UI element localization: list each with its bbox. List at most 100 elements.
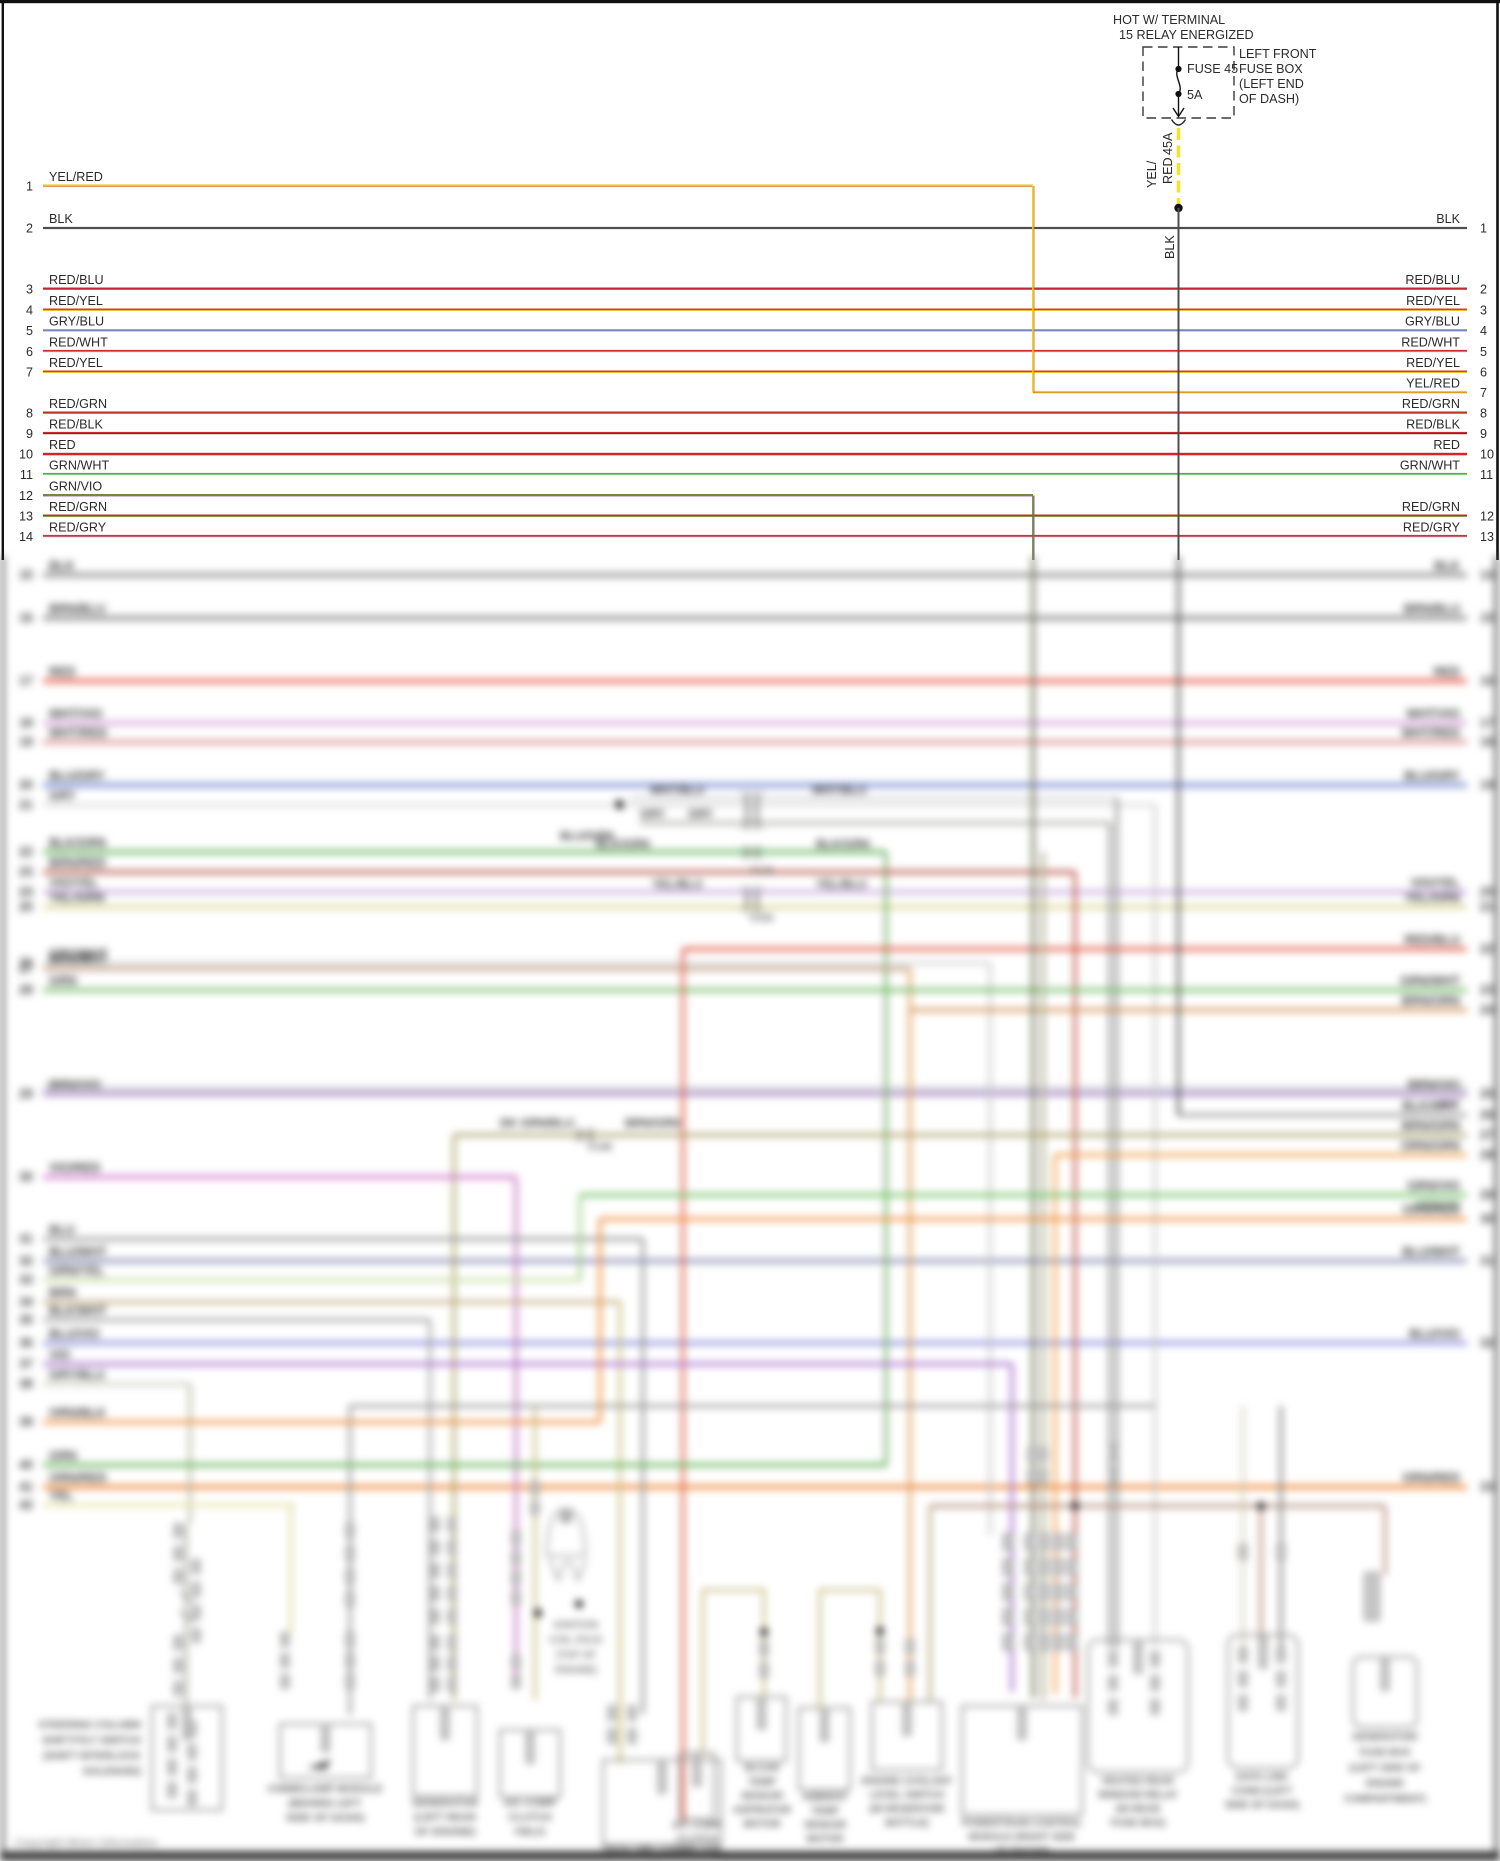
svg-text:24: 24 bbox=[19, 885, 33, 899]
svg-text:13: 13 bbox=[19, 510, 33, 524]
svg-text:6: 6 bbox=[1480, 366, 1487, 380]
svg-text:6: 6 bbox=[26, 345, 33, 359]
svg-text:7: 7 bbox=[26, 366, 33, 380]
svg-text:RED/YEL: RED/YEL bbox=[1406, 356, 1460, 370]
svg-text:BLU/GRY: BLU/GRY bbox=[1404, 769, 1460, 783]
svg-text:OF ENGINE: OF ENGINE bbox=[994, 1846, 1049, 1857]
svg-text:20: 20 bbox=[19, 778, 33, 792]
svg-text:(LEFT REAR: (LEFT REAR bbox=[414, 1812, 477, 1824]
svg-text:YEL/BLU: YEL/BLU bbox=[652, 877, 702, 891]
svg-text:35: 35 bbox=[19, 1313, 33, 1327]
svg-text:28: 28 bbox=[19, 983, 33, 997]
svg-text:ASPIRATOR: ASPIRATOR bbox=[733, 1805, 792, 1816]
svg-text:RED/GRN: RED/GRN bbox=[1402, 397, 1460, 411]
svg-text:BLU/VIO: BLU/VIO bbox=[49, 1327, 100, 1341]
svg-text:20: 20 bbox=[1480, 885, 1494, 899]
svg-text:A/C COMP: A/C COMP bbox=[504, 1797, 557, 1809]
svg-text:7: 7 bbox=[1480, 386, 1487, 400]
svg-text:31: 31 bbox=[19, 1232, 33, 1246]
svg-text:COIL PACK: COIL PACK bbox=[549, 1635, 604, 1646]
svg-text:GRN: GRN bbox=[49, 974, 77, 988]
svg-text:22: 22 bbox=[1480, 942, 1494, 956]
svg-text:3: 3 bbox=[1480, 304, 1487, 318]
svg-text:YEL/: YEL/ bbox=[1145, 160, 1159, 188]
svg-text:8: 8 bbox=[26, 407, 33, 421]
svg-text:RED/GRY: RED/GRY bbox=[1403, 521, 1461, 535]
svg-text:IGNITION: IGNITION bbox=[554, 1620, 598, 1631]
svg-text:ORN/RED: ORN/RED bbox=[49, 1471, 107, 1485]
svg-text:BRN/RED: BRN/RED bbox=[49, 856, 106, 870]
svg-text:45A: 45A bbox=[1161, 132, 1175, 155]
svg-text:30: 30 bbox=[19, 1170, 33, 1184]
svg-text:CLUTCH: CLUTCH bbox=[508, 1812, 551, 1824]
svg-text:GRY: GRY bbox=[640, 807, 665, 821]
svg-text:YEL/GRN: YEL/GRN bbox=[1404, 891, 1460, 905]
svg-text:RED: RED bbox=[1433, 438, 1460, 452]
svg-text:GRN/VIO: GRN/VIO bbox=[1407, 1179, 1460, 1193]
svg-text:IN-CAR: IN-CAR bbox=[745, 1763, 781, 1774]
svg-text:RED/BLU: RED/BLU bbox=[1404, 933, 1460, 947]
svg-text:GRN/WHT: GRN/WHT bbox=[1400, 974, 1460, 988]
svg-text:27: 27 bbox=[19, 962, 33, 976]
svg-text:BLK: BLK bbox=[49, 212, 73, 226]
svg-text:BRN/ORN: BRN/ORN bbox=[1402, 994, 1460, 1008]
svg-text:2: 2 bbox=[26, 222, 33, 236]
svg-text:GENERATOR: GENERATOR bbox=[412, 1797, 479, 1809]
svg-text:FIELD: FIELD bbox=[515, 1826, 546, 1838]
svg-text:18: 18 bbox=[19, 716, 33, 730]
svg-text:LEVEL SWITCH: LEVEL SWITCH bbox=[870, 1790, 944, 1801]
svg-text:VIO/YEL: VIO/YEL bbox=[49, 876, 99, 890]
svg-text:9: 9 bbox=[1480, 427, 1487, 441]
svg-text:BRN/VIO: BRN/VIO bbox=[49, 1078, 101, 1092]
svg-text:RED/GRN: RED/GRN bbox=[1402, 500, 1460, 514]
svg-text:10: 10 bbox=[1480, 448, 1494, 462]
svg-text:26: 26 bbox=[1480, 1108, 1494, 1122]
svg-text:5: 5 bbox=[1480, 345, 1487, 359]
svg-text:BLK/GRN: BLK/GRN bbox=[596, 837, 650, 851]
svg-text:DATA LINK CONNECTOR: DATA LINK CONNECTOR bbox=[602, 1844, 722, 1855]
svg-text:11: 11 bbox=[20, 468, 33, 482]
svg-text:BLK: BLK bbox=[1163, 235, 1177, 259]
svg-text:19: 19 bbox=[1480, 778, 1494, 792]
svg-text:CHIME/LAMP MODULE: CHIME/LAMP MODULE bbox=[268, 1783, 383, 1795]
svg-text:GRN/VIO: GRN/VIO bbox=[49, 480, 102, 494]
svg-text:FUSE 45: FUSE 45 bbox=[1187, 62, 1238, 76]
svg-text:RED/WHT: RED/WHT bbox=[49, 336, 108, 350]
svg-text:40: 40 bbox=[19, 1458, 33, 1472]
svg-text:RED/YEL: RED/YEL bbox=[49, 356, 103, 370]
svg-text:33: 33 bbox=[19, 1273, 33, 1287]
svg-text:ENGINE: ENGINE bbox=[1366, 1779, 1405, 1790]
svg-text:30: 30 bbox=[1480, 1212, 1494, 1226]
svg-text:BOTTLE): BOTTLE) bbox=[885, 1818, 928, 1829]
svg-text:FUSE BOX: FUSE BOX bbox=[1359, 1748, 1410, 1759]
svg-text:21: 21 bbox=[1480, 900, 1494, 914]
svg-text:GRN/WHT: GRN/WHT bbox=[1400, 459, 1460, 473]
svg-text:(IN REAR: (IN REAR bbox=[1116, 1804, 1161, 1815]
svg-text:ORN/BLK: ORN/BLK bbox=[49, 1406, 106, 1420]
svg-text:MOTOR: MOTOR bbox=[743, 1819, 781, 1830]
svg-text:RED/GRY: RED/GRY bbox=[49, 521, 107, 535]
svg-text:VIO/YEL: VIO/YEL bbox=[1411, 876, 1461, 890]
svg-text:BLK/GRN: BLK/GRN bbox=[816, 837, 870, 851]
svg-text:WHT/VIO: WHT/VIO bbox=[1407, 707, 1461, 721]
svg-text:BLU: BLU bbox=[49, 1223, 75, 1237]
svg-text:RED/GRN: RED/GRN bbox=[49, 500, 107, 514]
svg-text:BRN/BLU: BRN/BLU bbox=[49, 602, 105, 616]
svg-text:YEL/GRN: YEL/GRN bbox=[49, 891, 105, 905]
svg-text:TEMP: TEMP bbox=[811, 1806, 839, 1817]
svg-text:RED/WHT: RED/WHT bbox=[1401, 336, 1460, 350]
svg-text:RED/BLU: RED/BLU bbox=[1405, 273, 1460, 287]
svg-text:RED/GRN: RED/GRN bbox=[49, 397, 107, 411]
svg-text:18: 18 bbox=[1480, 735, 1494, 749]
svg-text:8: 8 bbox=[1480, 407, 1487, 421]
svg-text:19: 19 bbox=[19, 735, 33, 749]
svg-text:VIO/RED: VIO/RED bbox=[49, 1161, 100, 1175]
svg-text:(SHIFT INTERLOCK: (SHIFT INTERLOCK bbox=[43, 1750, 141, 1762]
svg-text:YEL/BLU: YEL/BLU bbox=[816, 877, 866, 891]
svg-text:STEERING COLUMN: STEERING COLUMN bbox=[38, 1719, 141, 1731]
svg-text:5: 5 bbox=[26, 324, 33, 338]
svg-text:COMPARTMENT): COMPARTMENT) bbox=[1344, 1794, 1425, 1805]
svg-text:29: 29 bbox=[19, 1087, 33, 1101]
svg-text:RED/BLK: RED/BLK bbox=[49, 418, 103, 432]
svg-text:5A: 5A bbox=[1187, 88, 1203, 102]
